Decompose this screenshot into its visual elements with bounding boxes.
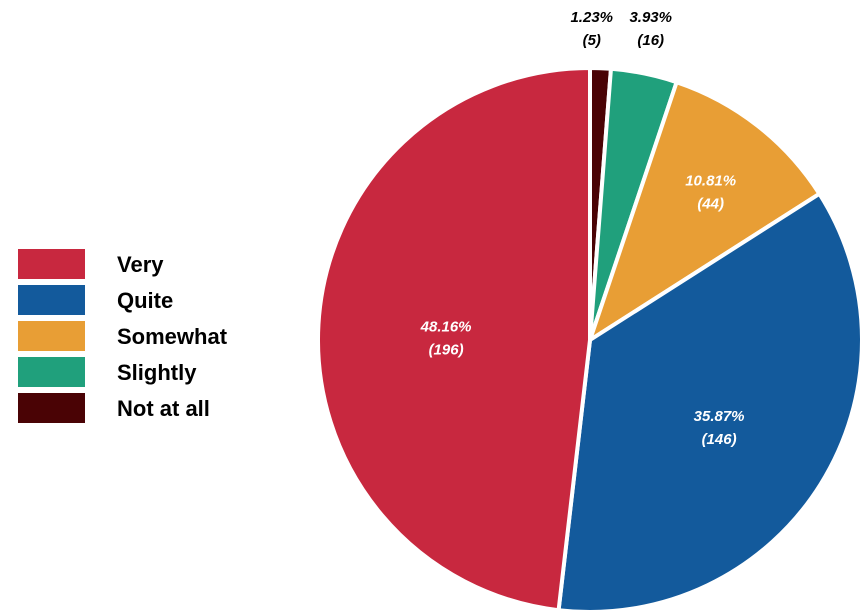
legend-label-quite: Quite xyxy=(117,288,173,313)
legend-label-not-at-all: Not at all xyxy=(117,396,210,421)
data-label-count-somewhat: (44) xyxy=(697,196,724,213)
data-label-count-not-at-all: (5) xyxy=(583,32,601,49)
legend-swatch-somewhat xyxy=(18,321,85,351)
legend-swatch-not-at-all xyxy=(18,393,85,423)
pie-slice-very xyxy=(316,66,592,613)
data-label-percent-somewhat: 10.81% xyxy=(685,173,736,190)
legend-label-very: Very xyxy=(117,252,164,277)
pie-slice-quite xyxy=(556,191,864,614)
legend-swatch-very xyxy=(18,249,85,279)
legend-swatch-quite xyxy=(18,285,85,315)
data-label-count-very: (196) xyxy=(429,342,464,359)
data-label-percent-very: 48.16% xyxy=(420,319,472,336)
data-label-percent-not-at-all: 1.23% xyxy=(570,9,613,26)
data-labels: 1.23% (5) 3.93% (16) 10.81% (44) 35.87% (146) 48… xyxy=(420,9,745,448)
data-label-count-quite: (146) xyxy=(702,431,737,448)
data-label-percent-slightly: 3.93% xyxy=(629,9,672,26)
legend-label-slightly: Slightly xyxy=(117,360,197,385)
legend: Very Quite Somewhat Slightly Not at all xyxy=(18,249,228,423)
data-label-percent-quite: 35.87% xyxy=(694,408,745,425)
data-label-count-slightly: (16) xyxy=(637,32,664,49)
pie-slices xyxy=(316,66,864,614)
legend-label-somewhat: Somewhat xyxy=(117,324,228,349)
pie-slice-somewhat xyxy=(588,80,822,342)
legend-swatch-slightly xyxy=(18,357,85,387)
